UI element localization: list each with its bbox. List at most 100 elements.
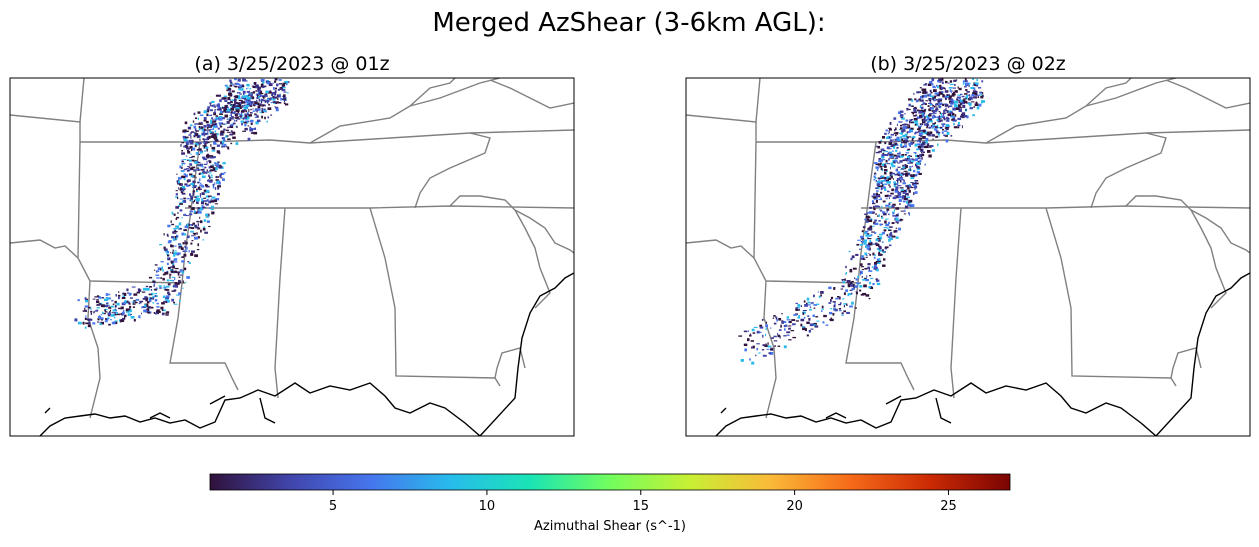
echo-pixel bbox=[901, 117, 905, 120]
echo-pixel bbox=[208, 125, 212, 128]
echo-pixel bbox=[171, 268, 173, 271]
echo-pixel bbox=[907, 203, 910, 206]
echo-pixel bbox=[923, 84, 927, 86]
echo-pixel bbox=[237, 97, 241, 100]
echo-pixel bbox=[788, 327, 791, 330]
echo-pixel bbox=[941, 123, 946, 125]
echo-pixel bbox=[949, 98, 953, 101]
echo-pixel bbox=[214, 187, 217, 190]
figure-title: Merged AzShear (3-6km AGL): bbox=[432, 8, 825, 38]
echo-pixel bbox=[233, 119, 236, 122]
echo-pixel bbox=[203, 119, 207, 122]
echo-pixel bbox=[973, 106, 976, 108]
echo-pixel bbox=[153, 312, 156, 314]
echo-pixel bbox=[918, 98, 921, 100]
echo-pixel bbox=[197, 111, 201, 114]
echo-pixel bbox=[855, 291, 857, 293]
echo-pixel bbox=[931, 134, 935, 137]
echo-pixel bbox=[969, 107, 974, 110]
echo-pixel bbox=[876, 248, 881, 250]
echo-pixel bbox=[191, 148, 193, 152]
echo-pixel bbox=[869, 239, 872, 243]
echo-pixel bbox=[920, 124, 923, 126]
echo-pixel bbox=[165, 297, 169, 301]
echo-pixel bbox=[239, 115, 242, 118]
echo-pixel bbox=[751, 346, 754, 349]
echo-pixel bbox=[908, 201, 910, 204]
echo-pixel bbox=[878, 150, 883, 153]
echo-pixel bbox=[875, 163, 879, 166]
echo-pixel bbox=[87, 319, 90, 321]
echo-pixel bbox=[229, 117, 233, 120]
echo-pixel bbox=[939, 91, 942, 94]
echo-pixel bbox=[248, 109, 250, 112]
echo-pixel bbox=[189, 163, 192, 166]
echo-pixel bbox=[865, 245, 867, 249]
echo-pixel bbox=[952, 93, 956, 96]
echo-pixel bbox=[895, 186, 899, 189]
echo-pixel bbox=[860, 237, 865, 240]
echo-pixel bbox=[924, 131, 928, 135]
echo-pixel bbox=[258, 100, 261, 102]
echo-pixel bbox=[185, 142, 189, 146]
echo-pixel bbox=[163, 246, 166, 250]
echo-pixel bbox=[864, 232, 867, 235]
echo-pixel bbox=[140, 300, 142, 304]
echo-pixel bbox=[821, 308, 824, 310]
echo-pixel bbox=[812, 314, 815, 317]
echo-pixel bbox=[197, 164, 201, 166]
echo-pixel bbox=[185, 281, 187, 284]
echo-pixel bbox=[161, 302, 165, 304]
echo-pixel bbox=[210, 165, 214, 169]
echo-pixel bbox=[203, 110, 208, 112]
echo-pixel bbox=[84, 326, 87, 329]
echo-pixel bbox=[873, 266, 878, 270]
echo-pixel bbox=[808, 317, 811, 321]
echo-pixel bbox=[229, 84, 233, 87]
echo-pixel bbox=[761, 349, 765, 351]
echo-pixel bbox=[143, 309, 147, 313]
echo-pixel bbox=[213, 141, 216, 145]
echo-pixel bbox=[877, 185, 881, 188]
echo-pixel bbox=[156, 277, 160, 279]
echo-pixel bbox=[888, 154, 893, 156]
echo-pixel bbox=[808, 330, 811, 333]
echo-pixel bbox=[185, 155, 188, 157]
echo-pixel bbox=[932, 97, 934, 100]
echo-pixel bbox=[219, 107, 222, 111]
echo-pixel bbox=[271, 93, 274, 96]
echo-pixel bbox=[919, 114, 923, 117]
echo-pixel bbox=[209, 103, 212, 107]
echo-pixel bbox=[253, 131, 258, 135]
echo-pixel bbox=[179, 202, 183, 204]
echo-pixel bbox=[775, 316, 778, 320]
echo-pixel bbox=[925, 137, 929, 141]
echo-pixel bbox=[914, 106, 917, 109]
echo-pixel bbox=[203, 128, 206, 132]
echo-pixel bbox=[207, 126, 209, 130]
echo-pixel bbox=[198, 148, 202, 151]
echo-pixel bbox=[968, 94, 971, 97]
echo-pixel bbox=[177, 182, 180, 185]
echo-pixel bbox=[765, 324, 769, 328]
echo-pixel bbox=[263, 110, 267, 112]
echo-pixel bbox=[214, 106, 216, 108]
echo-pixel bbox=[904, 154, 907, 156]
echo-pixel bbox=[963, 100, 967, 104]
echo-pixel bbox=[946, 110, 949, 113]
echo-pixel bbox=[192, 222, 195, 225]
echo-pixel bbox=[162, 287, 167, 289]
echo-pixel bbox=[914, 143, 918, 147]
echo-pixel bbox=[216, 150, 220, 154]
echo-pixel bbox=[104, 305, 109, 308]
echo-pixel bbox=[866, 233, 870, 236]
echo-pixel bbox=[210, 200, 215, 203]
echo-pixel bbox=[903, 170, 908, 172]
echo-pixel bbox=[200, 220, 203, 224]
echo-pixel bbox=[185, 215, 189, 217]
echo-pixel bbox=[225, 146, 228, 148]
echo-pixel bbox=[255, 108, 259, 110]
echo-pixel bbox=[816, 320, 820, 322]
echo-pixel bbox=[219, 113, 224, 115]
echo-pixel bbox=[272, 98, 276, 101]
